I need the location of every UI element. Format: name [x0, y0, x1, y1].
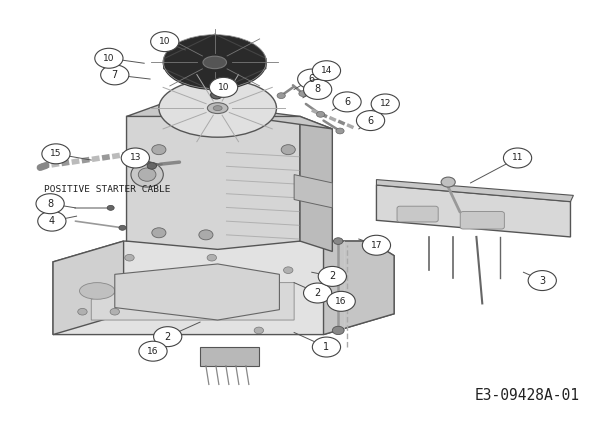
Circle shape	[284, 267, 293, 273]
Ellipse shape	[208, 103, 228, 114]
Text: 7: 7	[112, 70, 118, 80]
Circle shape	[356, 111, 385, 131]
Polygon shape	[323, 241, 394, 335]
Circle shape	[277, 93, 286, 98]
Text: 6: 6	[367, 116, 374, 126]
Polygon shape	[115, 264, 280, 320]
Text: 16: 16	[147, 347, 159, 356]
Text: 11: 11	[512, 153, 523, 162]
Circle shape	[304, 283, 332, 303]
Polygon shape	[127, 105, 332, 129]
Text: 10: 10	[103, 54, 115, 63]
Circle shape	[152, 228, 166, 238]
Text: 15: 15	[50, 149, 62, 158]
Circle shape	[503, 148, 532, 168]
Ellipse shape	[79, 283, 115, 299]
Text: 2: 2	[164, 332, 171, 342]
Circle shape	[211, 91, 223, 99]
Text: 10: 10	[218, 83, 229, 92]
Text: 2: 2	[329, 271, 335, 282]
Ellipse shape	[159, 79, 277, 137]
Text: 4: 4	[49, 216, 55, 226]
Circle shape	[362, 235, 391, 255]
Text: 17: 17	[371, 241, 382, 250]
Polygon shape	[200, 347, 259, 366]
Circle shape	[42, 144, 70, 164]
Circle shape	[281, 145, 295, 155]
Circle shape	[78, 308, 87, 315]
Circle shape	[154, 326, 182, 347]
Circle shape	[327, 291, 355, 311]
Circle shape	[332, 326, 344, 335]
Ellipse shape	[203, 56, 227, 69]
Circle shape	[125, 254, 134, 261]
Polygon shape	[53, 241, 124, 335]
Text: 3: 3	[539, 276, 545, 285]
Polygon shape	[300, 117, 332, 251]
Circle shape	[334, 238, 343, 244]
Circle shape	[121, 148, 149, 168]
Polygon shape	[127, 106, 300, 249]
Ellipse shape	[213, 106, 222, 111]
Circle shape	[318, 266, 346, 286]
Circle shape	[95, 48, 123, 68]
Circle shape	[36, 194, 64, 214]
Text: 6: 6	[308, 74, 315, 84]
Circle shape	[254, 327, 263, 334]
Text: 14: 14	[321, 66, 332, 75]
Circle shape	[316, 112, 325, 117]
Circle shape	[441, 177, 455, 187]
Polygon shape	[376, 185, 571, 237]
Text: 2: 2	[314, 288, 321, 298]
Circle shape	[107, 205, 114, 210]
FancyBboxPatch shape	[460, 212, 505, 229]
Circle shape	[101, 65, 129, 85]
Circle shape	[313, 61, 341, 81]
Text: 6: 6	[344, 97, 350, 107]
Text: 8: 8	[47, 199, 53, 209]
Text: 10: 10	[159, 37, 170, 46]
Circle shape	[207, 254, 217, 261]
Ellipse shape	[139, 168, 156, 181]
Circle shape	[336, 128, 344, 134]
Circle shape	[38, 211, 66, 231]
Circle shape	[304, 79, 332, 99]
Circle shape	[313, 337, 341, 357]
Circle shape	[152, 145, 166, 155]
Polygon shape	[91, 283, 294, 320]
Text: 16: 16	[335, 297, 347, 306]
Circle shape	[528, 271, 556, 290]
Ellipse shape	[131, 162, 163, 187]
Circle shape	[119, 225, 126, 230]
Text: 1: 1	[323, 342, 329, 352]
Circle shape	[298, 69, 326, 89]
Text: 12: 12	[380, 100, 391, 109]
Circle shape	[333, 92, 361, 112]
Circle shape	[139, 341, 167, 361]
Circle shape	[299, 91, 307, 97]
Ellipse shape	[163, 36, 266, 89]
Circle shape	[371, 94, 400, 114]
Polygon shape	[376, 180, 574, 202]
Circle shape	[147, 162, 157, 169]
Text: E3-09428A-01: E3-09428A-01	[474, 388, 580, 403]
Text: 8: 8	[314, 84, 321, 95]
Circle shape	[209, 77, 238, 98]
FancyBboxPatch shape	[397, 206, 438, 222]
Text: 13: 13	[130, 153, 141, 162]
Circle shape	[199, 230, 213, 240]
Circle shape	[110, 308, 119, 315]
Ellipse shape	[182, 287, 229, 307]
Circle shape	[151, 32, 179, 52]
Polygon shape	[53, 241, 394, 335]
Polygon shape	[294, 175, 332, 208]
Text: POSITIVE STARTER CABLE: POSITIVE STARTER CABLE	[44, 185, 171, 195]
